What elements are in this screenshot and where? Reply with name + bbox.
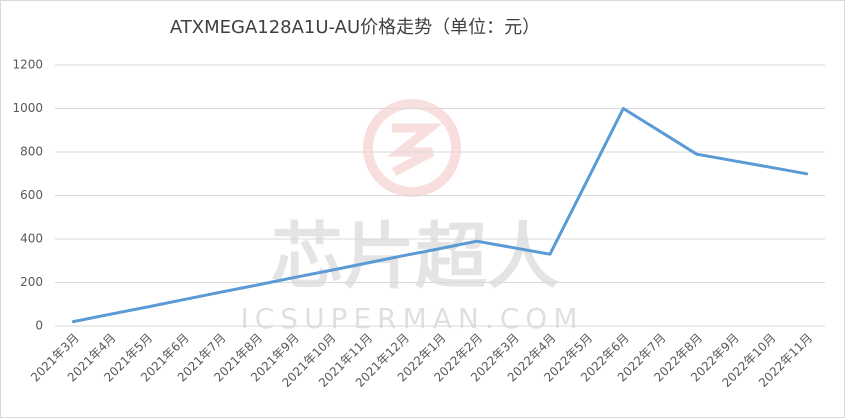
y-tick-label: 400 — [20, 232, 43, 246]
chart-title: ATXMEGA128A1U-AU价格走势（单位：元） — [170, 17, 540, 38]
y-tick-label: 600 — [20, 188, 43, 202]
y-tick-label: 800 — [20, 145, 43, 159]
y-tick-label: 200 — [20, 275, 43, 289]
y-tick-label: 1000 — [12, 101, 43, 115]
watermark-sub: ICSUPERMAN.COM — [240, 302, 583, 335]
y-tick-label: 0 — [35, 319, 43, 333]
y-tick-label: 1200 — [12, 58, 43, 72]
watermark: 芯片超人 — [271, 215, 559, 299]
series-line — [71, 107, 809, 324]
